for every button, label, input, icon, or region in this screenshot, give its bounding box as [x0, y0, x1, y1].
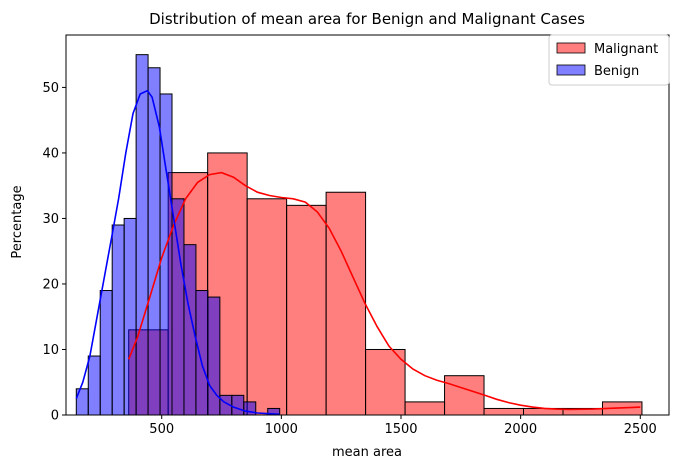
y-tick-label: 30 — [42, 212, 59, 227]
benign-bar — [87, 355, 101, 416]
benign-kde-line — [75, 89, 280, 416]
benign-bar — [171, 198, 185, 416]
legend-label-benign: Benign — [594, 64, 639, 79]
malignant-bar — [365, 348, 406, 416]
y-axis: 0 10 20 30 40 50 — [42, 81, 66, 424]
benign-bar — [195, 290, 209, 416]
x-tick-label: 2500 — [624, 422, 657, 437]
legend: Malignant Benign — [548, 34, 670, 86]
malignant-bar — [483, 407, 525, 416]
plot-area — [75, 54, 643, 416]
y-tick-label: 50 — [42, 81, 59, 96]
plot-frame — [65, 34, 670, 416]
kde-lines — [75, 89, 641, 416]
malignant-bar — [246, 198, 288, 416]
malignant-bar — [404, 401, 446, 416]
malignant-bar — [325, 191, 367, 416]
malignant-bar — [444, 375, 485, 416]
legend-swatch-benign — [556, 64, 586, 76]
malignant-kde-line — [127, 171, 641, 411]
benign-bars — [75, 54, 281, 416]
y-axis-label: Percentage — [10, 185, 25, 258]
y-tick-label: 20 — [42, 277, 59, 292]
x-axis: 500 1000 1500 2000 2500 — [149, 415, 657, 437]
y-tick-label: 10 — [42, 343, 59, 358]
benign-bar — [99, 290, 113, 416]
legend-label-malignant: Malignant — [594, 42, 658, 57]
x-axis-label: mean area — [332, 445, 402, 460]
x-tick-label: 500 — [149, 422, 174, 437]
x-tick-label: 2000 — [504, 422, 537, 437]
chart-title: Distribution of mean area for Benign and… — [149, 10, 585, 28]
y-tick-label: 40 — [42, 146, 59, 161]
malignant-bar — [286, 204, 327, 416]
legend-swatch-malignant — [556, 42, 586, 54]
benign-bar — [123, 217, 137, 416]
y-tick-label: 0 — [51, 409, 59, 424]
benign-bar — [135, 54, 149, 416]
benign-bar — [231, 394, 245, 416]
x-tick-label: 1000 — [265, 422, 298, 437]
benign-bar — [111, 224, 125, 416]
x-tick-label: 1500 — [384, 422, 417, 437]
